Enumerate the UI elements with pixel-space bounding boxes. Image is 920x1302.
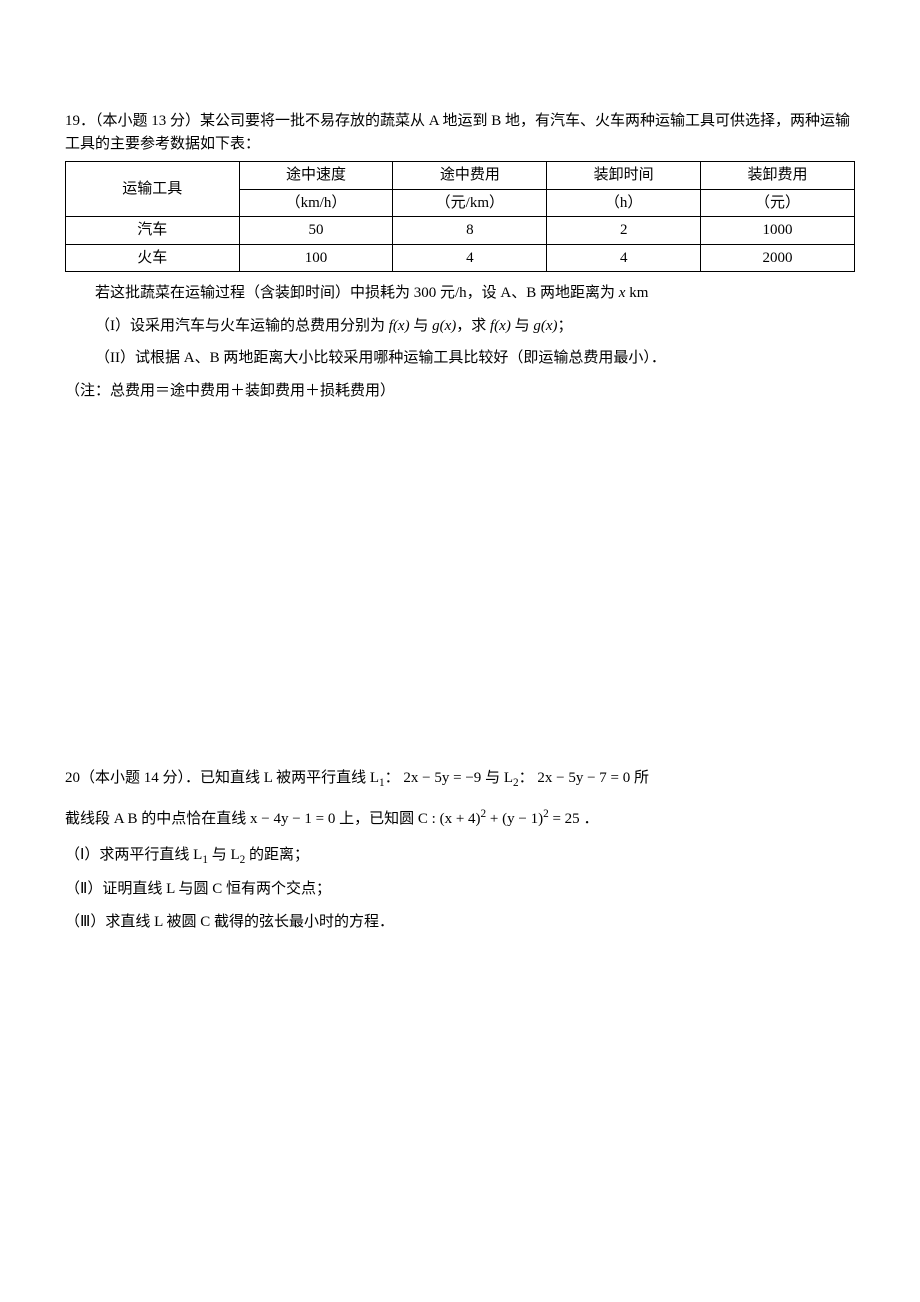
cell-speed: 50 <box>239 217 393 245</box>
text: ，求 <box>456 318 490 334</box>
cell-loadtime: 4 <box>547 244 701 272</box>
math-f: f(x) <box>389 318 410 334</box>
text: 与 L <box>485 770 513 786</box>
q20-line1: 20（本小题 14 分）．已知直线 L 被两平行直线 L1： 2x − 5y =… <box>65 762 855 796</box>
th-tool: 运输工具 <box>66 162 240 217</box>
math-eq4c: = 25 <box>549 811 580 827</box>
blank-space <box>65 412 855 762</box>
cell-loadcost: 1000 <box>701 217 855 245</box>
cell-cost: 8 <box>393 217 547 245</box>
math-eq4a: C : (x + 4) <box>418 811 481 827</box>
cell-speed: 100 <box>239 244 393 272</box>
text: km <box>625 285 648 301</box>
text: ； <box>558 318 573 334</box>
text: ： <box>385 770 400 786</box>
cell-loadcost: 2000 <box>701 244 855 272</box>
q19-table: 运输工具 途中速度 途中费用 装卸时间 装卸费用 （km/h） （元/km） （… <box>65 161 855 272</box>
text: （Ⅰ）求两平行直线 L <box>65 847 202 863</box>
math-eq4b: + (y − 1) <box>486 811 543 827</box>
cell-cost: 4 <box>393 244 547 272</box>
th-cost-l2: （元/km） <box>393 189 547 217</box>
math-g: g(x) <box>432 318 456 334</box>
th-cost-l1: 途中费用 <box>393 162 547 190</box>
cell-tool: 火车 <box>66 244 240 272</box>
q20-line2: 截线段 A B 的中点恰在直线 x − 4y − 1 = 0 上，已知圆 C :… <box>65 802 855 836</box>
th-loadcost-l2: （元） <box>701 189 855 217</box>
q20-part1: （Ⅰ）求两平行直线 L1 与 L2 的距离； <box>65 842 855 870</box>
math-eq3: x − 4y − 1 = 0 <box>250 811 335 827</box>
math-eq2: 2x − 5y − 7 = 0 <box>534 770 634 786</box>
text: 若这批蔬菜在运输过程（含装卸时间）中损耗为 300 元/h，设 A、B 两地距离… <box>95 285 619 301</box>
th-loadtime-l2: （h） <box>547 189 701 217</box>
q19-part1: （I）设采用汽车与火车运输的总费用分别为 f(x) 与 g(x)，求 f(x) … <box>65 315 855 338</box>
text: （I）设采用汽车与火车运输的总费用分别为 <box>95 318 389 334</box>
text: 与 <box>410 318 433 334</box>
q20-part2: （Ⅱ）证明直线 L 与圆 C 恒有两个交点； <box>65 876 855 903</box>
q19-intro: 19．（本小题 13 分）某公司要将一批不易存放的蔬菜从 A 地运到 B 地，有… <box>65 110 855 155</box>
th-speed-l1: 途中速度 <box>239 162 393 190</box>
q20-part3: （Ⅲ）求直线 L 被圆 C 截得的弦长最小时的方程． <box>65 909 855 936</box>
text: 与 L <box>208 847 240 863</box>
q19-note: （注：总费用＝途中费用＋装卸费用＋损耗费用） <box>65 380 855 403</box>
text: ． <box>580 811 599 827</box>
math-g2: g(x) <box>533 318 557 334</box>
text: 截线段 A B 的中点恰在直线 <box>65 811 250 827</box>
th-loadcost-l1: 装卸费用 <box>701 162 855 190</box>
text: 所 <box>634 770 649 786</box>
cell-loadtime: 2 <box>547 217 701 245</box>
text: 20（本小题 14 分）．已知直线 L 被两平行直线 L <box>65 770 379 786</box>
text: 与 <box>511 318 534 334</box>
q19-part2: （II）试根据 A、B 两地距离大小比较采用哪种运输工具比较好（即运输总费用最小… <box>65 347 855 370</box>
table-row: 火车 100 4 4 2000 <box>66 244 855 272</box>
math-eq1: 2x − 5y = −9 <box>400 770 485 786</box>
th-speed-l2: （km/h） <box>239 189 393 217</box>
math-f2: f(x) <box>490 318 511 334</box>
table-header-row: 运输工具 途中速度 途中费用 装卸时间 装卸费用 <box>66 162 855 190</box>
cell-tool: 汽车 <box>66 217 240 245</box>
text: 上，已知圆 <box>335 811 418 827</box>
q19-loss-line: 若这批蔬菜在运输过程（含装卸时间）中损耗为 300 元/h，设 A、B 两地距离… <box>65 282 855 305</box>
table-row: 汽车 50 8 2 1000 <box>66 217 855 245</box>
th-loadtime-l1: 装卸时间 <box>547 162 701 190</box>
text: ： <box>519 770 534 786</box>
text: 的距离； <box>245 847 309 863</box>
